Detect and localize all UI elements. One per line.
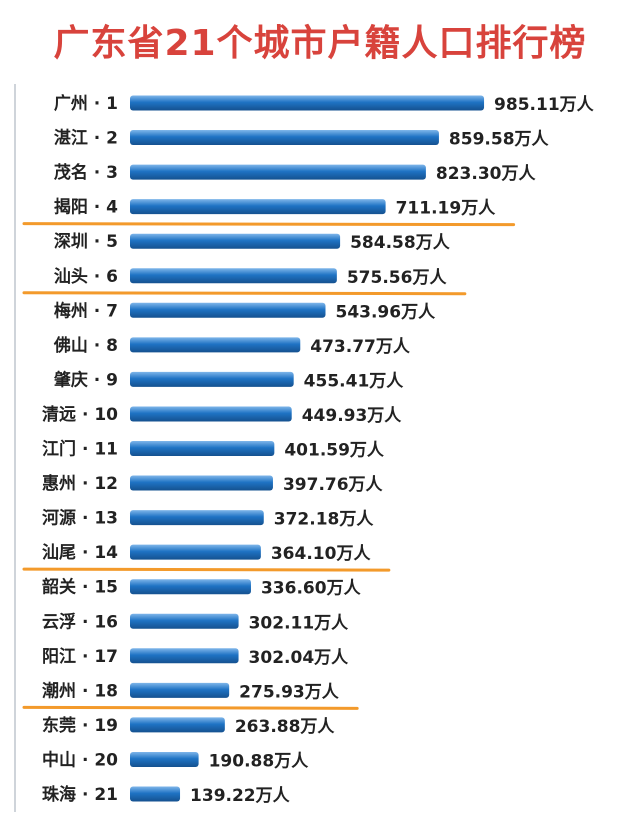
value-label: 575.56万人 [347,268,448,288]
value-label: 397.76万人 [283,475,384,495]
category-label: 江门 · 11 [42,439,118,460]
highlight-underline [22,291,467,296]
bar [130,510,264,526]
value-label: 543.96万人 [335,302,436,322]
bar [130,751,199,767]
value-label: 584.58万人 [350,233,451,253]
value-label: 336.60万人 [261,579,362,599]
value-label: 455.41万人 [304,371,405,391]
category-label: 中山 · 20 [42,749,118,770]
category-label: 肇庆 · 9 [54,369,118,390]
category-label: 佛山 · 8 [53,335,118,356]
left-divider [14,84,16,812]
bar [130,613,239,629]
category-label: 汕尾 · 14 [42,543,118,563]
bar [130,648,239,664]
highlight-underline [22,567,391,572]
category-label: 东莞 · 19 [42,715,118,736]
bar [130,371,294,387]
bar [130,337,301,353]
value-label: 302.11万人 [249,613,350,633]
bar [130,406,292,422]
category-label: 揭阳 · 4 [54,197,118,218]
value-label: 263.88万人 [235,717,336,737]
value-label: 859.58万人 [449,130,550,150]
category-label: 阳江 · 17 [42,647,118,667]
value-label: 275.93万人 [239,682,340,702]
category-label: 韶关 · 15 [42,577,118,598]
bar [130,475,273,491]
value-label: 364.10万人 [271,544,372,564]
value-label: 401.59万人 [284,441,385,461]
value-label: 139.22万人 [190,786,291,806]
category-label: 茂名 · 3 [54,162,118,183]
category-label: 汕头 · 6 [54,267,118,287]
value-label: 190.88万人 [209,751,310,771]
category-label: 河源 · 13 [42,508,118,529]
category-label: 广州 · 1 [54,93,118,114]
bar [130,95,485,111]
value-label: 823.30万人 [436,164,537,184]
bar [130,441,275,456]
bar [130,164,426,180]
bar [130,579,251,595]
bar [130,233,341,249]
category-label: 深圳 · 5 [54,231,118,252]
category-label: 惠州 · 12 [42,473,118,494]
highlight-underline [22,222,516,227]
chart-title: 广东省21个城市户籍人口排行榜 [53,23,587,64]
category-label: 清远 · 10 [42,404,118,425]
bar [130,682,230,698]
value-label: 711.19万人 [396,199,497,219]
value-label: 985.11万人 [494,95,595,115]
category-label: 梅州 · 7 [54,300,118,321]
category-label: 潮州 · 18 [42,680,118,701]
value-label: 302.04万人 [249,648,350,668]
value-label: 372.18万人 [274,510,375,530]
bar [130,199,386,215]
bar [130,268,337,284]
bar [130,130,439,146]
bar [130,302,326,318]
category-label: 湛江 · 2 [54,128,118,149]
highlight-underline [22,705,359,710]
bar [130,786,181,802]
bar [130,717,225,733]
value-label: 449.93万人 [302,406,403,426]
bar [130,544,261,560]
category-label: 珠海 · 21 [42,784,118,805]
value-label: 473.77万人 [310,337,411,357]
category-label: 云浮 · 16 [42,611,118,632]
